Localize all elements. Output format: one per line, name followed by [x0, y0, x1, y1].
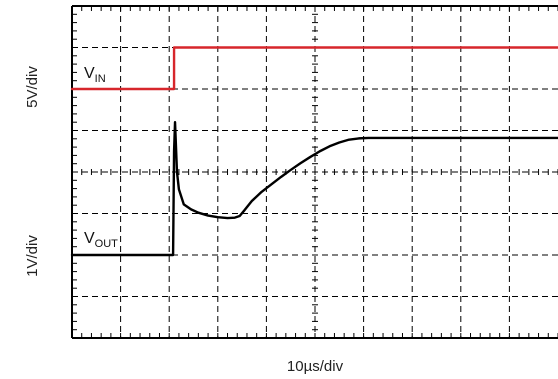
x-axis-label: 10µs/div — [287, 358, 344, 375]
y-axis-label-bottom: 1V/div — [24, 235, 41, 277]
vin-trace-label: VIN — [84, 65, 106, 85]
vout-label-sub: OUT — [95, 238, 119, 250]
vout-trace-label: VOUT — [84, 230, 118, 250]
y-axis-label-top: 5V/div — [24, 66, 41, 108]
traces — [70, 46, 558, 257]
plot-frame — [71, 5, 558, 339]
vin-label-main: V — [84, 65, 95, 82]
vin-label-sub: IN — [95, 73, 106, 85]
vout-label-main: V — [84, 230, 95, 247]
vin-trace — [70, 46, 558, 91]
vout-trace — [70, 120, 558, 257]
